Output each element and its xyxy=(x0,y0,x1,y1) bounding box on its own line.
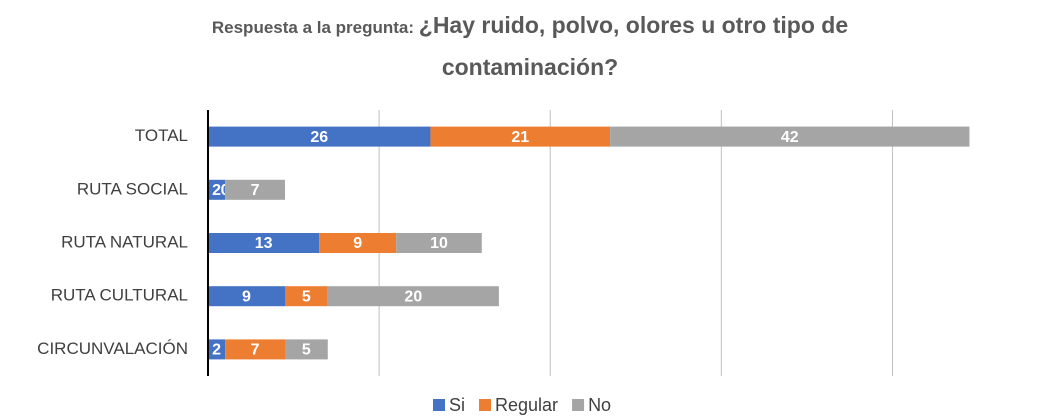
bar-segment xyxy=(208,339,226,360)
legend-swatch xyxy=(572,399,585,411)
bar-segment xyxy=(208,126,431,147)
y-tick-label: CIRCUNVALACIÓN xyxy=(37,339,188,358)
data-label: 9 xyxy=(242,288,251,305)
data-label: 2 xyxy=(212,182,221,199)
data-label: 5 xyxy=(302,342,311,359)
data-label: 20 xyxy=(404,288,422,305)
data-label: 7 xyxy=(251,342,260,359)
title-question: ¿Hay ruido, polvo, olores u otro tipo de… xyxy=(418,12,849,80)
legend-swatch xyxy=(479,399,492,411)
bar-segment xyxy=(285,286,328,307)
bar-segment xyxy=(327,286,499,307)
y-tick-label: RUTA SOCIAL xyxy=(77,179,188,198)
bar-segment xyxy=(396,233,482,253)
data-label: 42 xyxy=(781,129,799,146)
data-label: 7 xyxy=(251,182,260,199)
data-label: 5 xyxy=(302,288,311,305)
bar-segment xyxy=(208,233,320,253)
legend-swatch xyxy=(433,399,445,411)
legend-label: No xyxy=(588,395,611,415)
data-label: 10 xyxy=(430,235,448,252)
bar-segment xyxy=(285,339,328,360)
data-label: 21 xyxy=(511,129,529,146)
title-prefix: Respuesta a la pregunta: xyxy=(211,18,419,37)
bar-segment xyxy=(430,126,611,147)
y-tick-label: TOTAL xyxy=(135,126,188,145)
legend-label: Si xyxy=(449,395,465,415)
legend-label: Regular xyxy=(495,395,558,415)
bar-segment xyxy=(208,179,226,200)
data-label: 13 xyxy=(255,235,273,252)
bar-segment xyxy=(319,233,397,253)
chart-title: Respuesta a la pregunta: ¿Hay ruido, pol… xyxy=(130,6,930,90)
data-label: 2 xyxy=(212,342,221,359)
bar-segment xyxy=(225,179,285,200)
data-label: 9 xyxy=(353,235,362,252)
bar-segment xyxy=(225,339,285,360)
bar-segment xyxy=(208,286,285,307)
y-tick-label: RUTA CULTURAL xyxy=(51,286,188,305)
bar-segment xyxy=(610,126,970,147)
data-label: 26 xyxy=(310,129,328,146)
y-tick-label: RUTA NATURAL xyxy=(61,232,188,251)
